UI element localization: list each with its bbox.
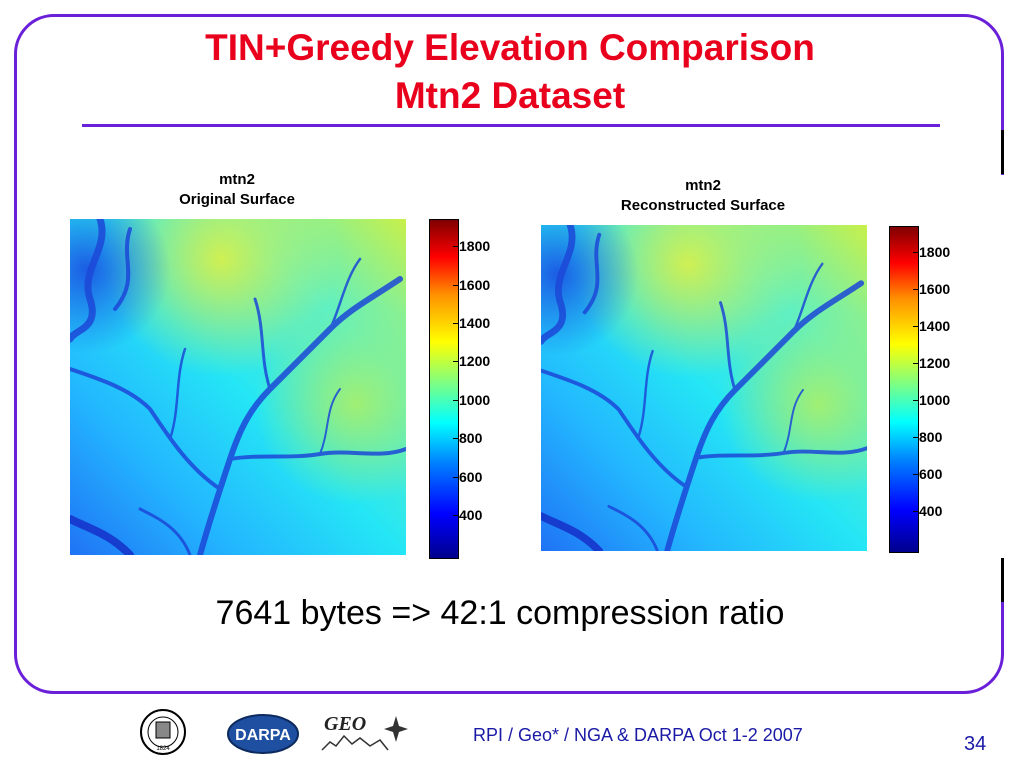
colorbar-tick <box>453 323 459 324</box>
slide-title: TIN+Greedy Elevation Comparison Mtn2 Dat… <box>60 24 960 120</box>
footer-credits: RPI / Geo* / NGA & DARPA Oct 1-2 2007 <box>473 725 803 745</box>
compression-caption: 7641 bytes => 42:1 compression ratio <box>215 594 785 632</box>
colorbar-tick <box>913 252 919 253</box>
colorbar-tick <box>453 400 459 401</box>
rpi-seal-year: 1824 <box>156 746 170 752</box>
colorbar-reconstructed <box>889 226 919 553</box>
colorbar-tick-label: 1200 <box>459 353 491 369</box>
rpi-seal-logo: 1824 <box>139 708 187 756</box>
colorbar-tick-label: 1800 <box>919 244 951 260</box>
frame-marker-bottom <box>1001 558 1004 602</box>
page-number: 34 <box>964 733 987 755</box>
darpa-logo-text: DARPA <box>235 727 291 744</box>
colorbar-tick <box>913 363 919 364</box>
colorbar-tick-label: 1000 <box>919 392 951 408</box>
colorbar-tick <box>453 477 459 478</box>
colorbar-tick-label: 1600 <box>919 281 951 297</box>
colorbar-tick <box>453 285 459 286</box>
panel-reconstructed-heading: mtn2 Reconstructed Surface <box>583 176 823 216</box>
original-surface-map <box>70 219 406 555</box>
colorbar-tick-label: 1400 <box>919 318 951 334</box>
colorbar-tick <box>453 361 459 362</box>
colorbar-tick <box>913 400 919 401</box>
colorbar-tick <box>913 511 919 512</box>
panel-subtitle: Original Surface <box>179 191 295 208</box>
colorbar-tick-label: 1600 <box>459 277 491 293</box>
colorbar-tick-label: 1800 <box>459 238 491 254</box>
colorbar-tick <box>453 246 459 247</box>
panel-subtitle: Reconstructed Surface <box>620 197 786 214</box>
colorbar-tick-label: 400 <box>919 503 943 519</box>
colorbar-tick-label: 1000 <box>459 392 491 408</box>
title-line-1: TIN+Greedy Elevation Comparison <box>205 27 815 68</box>
panel-dataset-label: mtn2 <box>219 171 255 188</box>
frame-marker-top <box>1001 130 1004 174</box>
colorbar-tick <box>453 438 459 439</box>
geo-logo: GEO <box>320 710 410 754</box>
title-underline <box>82 124 940 127</box>
frame-gap <box>998 175 1008 600</box>
colorbar-tick <box>913 289 919 290</box>
panel-dataset-label: mtn2 <box>685 177 721 194</box>
title-line-2: Mtn2 Dataset <box>394 75 626 116</box>
colorbar-tick-label: 1200 <box>919 355 951 371</box>
colorbar-tick <box>913 437 919 438</box>
colorbar-tick <box>913 474 919 475</box>
colorbar-tick <box>453 515 459 516</box>
colorbar-tick-label: 1400 <box>459 315 491 331</box>
colorbar-tick-label: 600 <box>919 466 943 482</box>
darpa-logo: DARPA <box>227 714 299 754</box>
reconstructed-surface-map <box>541 225 867 551</box>
colorbar-tick-label: 800 <box>919 429 943 445</box>
colorbar-original <box>429 219 459 559</box>
colorbar-tick-label: 400 <box>459 507 483 523</box>
geo-logo-text: GEO <box>324 713 366 735</box>
colorbar-tick-label: 800 <box>459 430 483 446</box>
colorbar-tick-label: 600 <box>459 469 483 485</box>
panel-original-heading: mtn2 Original Surface <box>137 170 337 210</box>
colorbar-tick <box>913 326 919 327</box>
